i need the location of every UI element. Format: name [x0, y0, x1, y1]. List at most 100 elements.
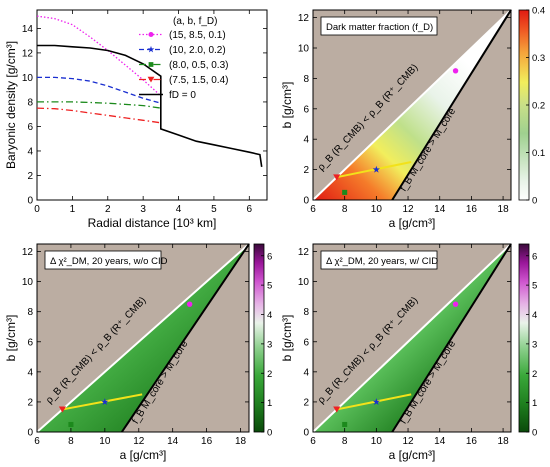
- plot-frame: [36, 243, 250, 433]
- y-tick-label: 6: [303, 104, 309, 115]
- y-tick-label: 8: [303, 74, 309, 85]
- y-tick-label: 8: [27, 307, 33, 318]
- x-axis-label: Radial distance [10³ km]: [88, 216, 217, 230]
- legend-marker-square: [148, 62, 154, 67]
- x-axis-label: a [g/cm³]: [389, 216, 436, 230]
- y-tick-label: 4: [303, 367, 309, 378]
- colorbar-tick-label: 1: [532, 398, 537, 409]
- boundary-lower: [391, 243, 512, 433]
- colorbar-tick-label: 0: [267, 428, 272, 439]
- x-tick-label: 6: [247, 204, 253, 215]
- y-axis-label: Baryonic density [g/cm³]: [4, 41, 18, 169]
- y-tick-label: 8: [303, 307, 309, 318]
- y-tick-label: 12: [298, 247, 310, 258]
- point-triangle-down: [58, 406, 67, 413]
- colorbar-tick-label: 2: [532, 369, 537, 380]
- x-tick-label: 0: [34, 204, 40, 215]
- series-line-1: [37, 76, 161, 104]
- y-tick-label: 12: [298, 13, 310, 24]
- y-tick-label: 0: [27, 196, 33, 207]
- x-tick-label: 8: [68, 436, 74, 447]
- point-triangle-down: [333, 174, 341, 181]
- colorbar-tick-label: 6: [532, 251, 537, 262]
- colorbar: [253, 243, 265, 433]
- legend-label-2: (8.0, 0.5, 0.3): [169, 60, 228, 71]
- colorbar-tick-label: 0.4: [532, 6, 545, 17]
- legend-marker-triangle-down: [147, 76, 155, 83]
- point-star: [101, 398, 109, 405]
- y-tick-label: 0: [303, 196, 309, 207]
- x-tick-label: 14: [434, 436, 446, 447]
- y-tick-label: 4: [303, 135, 309, 146]
- yellow-track: [336, 161, 412, 179]
- x-tick-label: 16: [201, 436, 213, 447]
- x-tick-label: 14: [434, 204, 446, 215]
- yellow-track: [336, 393, 412, 411]
- x-tick-label: 18: [235, 436, 247, 447]
- colorbar-tick-label: 5: [532, 281, 537, 292]
- series-line-2: [37, 101, 161, 109]
- y-tick-label: 10: [22, 277, 34, 288]
- x-tick-label: 10: [99, 436, 111, 447]
- label-box-text: Dark matter fraction (f_D): [326, 22, 433, 33]
- point-star: [372, 398, 380, 405]
- colorbar-tick-label: 5: [267, 281, 272, 292]
- label-box-text: Δ χ²_DM, 20 years, w/o CID: [50, 256, 168, 267]
- x-tick-label: 14: [167, 436, 179, 447]
- colorbar-tick-label: 0.2: [532, 101, 545, 112]
- y-tick-label: 0: [27, 428, 33, 439]
- x-tick-label: 8: [342, 204, 348, 215]
- y-tick-label: 6: [303, 337, 309, 348]
- point-circle: [186, 301, 193, 307]
- legend-label-1: (10, 2.0, 0.2): [169, 45, 226, 56]
- point-square: [342, 421, 348, 427]
- x-tick-label: 4: [176, 204, 182, 215]
- colorbar-tick-label: 1: [267, 398, 272, 409]
- x-tick-label: 10: [371, 204, 383, 215]
- x-tick-label: 18: [498, 204, 510, 215]
- y-tick-label: 2: [27, 397, 33, 408]
- boundary-lower: [120, 243, 250, 433]
- legend-marker-star: [147, 45, 155, 53]
- y-tick-label: 12: [22, 247, 34, 258]
- colorbar: [518, 243, 530, 433]
- y-tick-label: 10: [298, 44, 310, 55]
- panel-heatmap-2: ρ_B (R_CMB) < ρ_B (R⁺_CMB)f_B M_core > M…: [4, 243, 272, 462]
- label-box: [320, 250, 438, 270]
- panel-heatmap-1: ρ_B (R_CMB) < ρ_B (R⁺_CMB)f_B M_core > M…: [280, 6, 545, 231]
- y-tick-label: 10: [22, 73, 34, 84]
- colorbar-tick-label: 3: [267, 339, 272, 350]
- label-box: [44, 250, 162, 270]
- colorbar-tick-label: 0.1: [532, 148, 545, 159]
- y-tick-label: 6: [27, 337, 33, 348]
- y-tick-label: 12: [22, 48, 34, 59]
- label-box-text: Δ χ²_DM, 20 years, w/ CID: [326, 256, 438, 267]
- plot-frame: [312, 243, 512, 433]
- x-tick-label: 2: [105, 204, 111, 215]
- x-axis-label: a [g/cm³]: [389, 448, 436, 462]
- x-tick-label: 3: [140, 204, 146, 215]
- y-tick-label: 4: [27, 146, 33, 157]
- y-tick-label: 6: [27, 122, 33, 133]
- x-tick-label: 12: [402, 204, 414, 215]
- y-axis-label: b [g/cm³]: [280, 82, 294, 129]
- x-tick-label: 12: [402, 436, 414, 447]
- plot-frame: [36, 9, 268, 201]
- yellow-track: [62, 393, 143, 411]
- x-tick-label: 10: [371, 436, 383, 447]
- colorbar-tick-label: 6: [267, 251, 272, 262]
- colorbar-tick-label: 0: [532, 196, 537, 207]
- y-tick-label: 2: [303, 165, 309, 176]
- y-axis-label: b [g/cm³]: [280, 315, 294, 362]
- colorbar-tick-label: 2: [267, 369, 272, 380]
- y-tick-label: 10: [298, 277, 310, 288]
- panel-heatmap-3: ρ_B (R_CMB) < ρ_B (R⁺_CMB)f_B M_core > M…: [280, 243, 537, 462]
- point-triangle-down: [333, 406, 341, 413]
- y-tick-label: 2: [303, 397, 309, 408]
- point-circle: [452, 301, 459, 307]
- colorbar-tick-label: 3: [532, 339, 537, 350]
- plot-frame: [312, 9, 512, 201]
- x-tick-label: 16: [466, 204, 478, 215]
- point-circle: [452, 68, 459, 74]
